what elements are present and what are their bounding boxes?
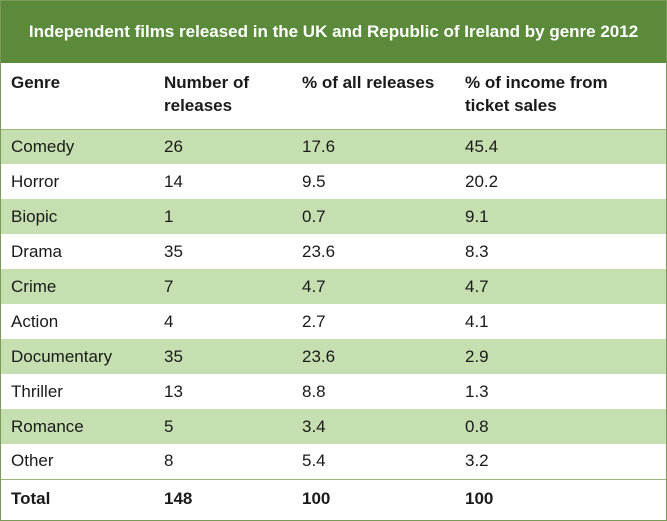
cell-pct-income: 2.9: [465, 346, 489, 366]
cell-pct-income: 1.3: [465, 381, 489, 401]
total-releases: 148: [164, 478, 302, 519]
cell-pct-income: 4.7: [465, 276, 489, 296]
cell-pct-releases: 4.7: [302, 276, 326, 296]
cell-pct-releases: 17.6: [302, 136, 336, 156]
header-row: Genre Number of releases % of all releas…: [1, 63, 666, 130]
cell-pct-income: 20.2: [465, 171, 499, 191]
table-row: Thriller 13 8.8 1.3: [1, 374, 666, 409]
cell-pct-releases: 0.7: [302, 206, 326, 226]
cell-releases: 13: [164, 381, 183, 401]
cell-genre: Documentary: [11, 346, 113, 366]
cell-genre: Drama: [11, 241, 63, 261]
cell-releases: 35: [164, 241, 183, 261]
table-row: Biopic 1 0.7 9.1: [1, 199, 666, 234]
header-pct-income: % of income from ticket sales: [465, 63, 666, 130]
cell-releases: 5: [164, 416, 174, 436]
table-row: Crime 7 4.7 4.7: [1, 269, 666, 304]
header-pct-income-line2: ticket sales: [465, 96, 557, 115]
cell-pct-income: 8.3: [465, 241, 489, 261]
cell-releases: 7: [164, 276, 174, 296]
cell-releases: 8: [164, 451, 174, 471]
cell-pct-releases: 9.5: [302, 171, 326, 191]
total-pct-releases: 100: [302, 478, 465, 519]
cell-pct-income: 9.1: [465, 206, 489, 226]
cell-releases: 4: [164, 311, 174, 331]
header-pct-releases: % of all releases: [302, 63, 465, 130]
table-row: Drama 35 23.6 8.3: [1, 234, 666, 269]
total-label: Total: [1, 478, 164, 519]
cell-genre: Other: [11, 451, 54, 471]
table-title: Independent films released in the UK and…: [28, 22, 639, 41]
cell-genre: Horror: [11, 171, 60, 191]
cell-pct-income: 0.8: [465, 416, 489, 436]
table-row: Comedy 26 17.6 45.4: [1, 129, 666, 164]
cell-genre: Comedy: [11, 136, 75, 156]
header-pct-income-line1: % of income from: [465, 73, 608, 92]
cell-releases: 26: [164, 136, 183, 156]
cell-pct-income: 3.2: [465, 451, 489, 471]
total-pct-income: 100: [465, 478, 666, 519]
cell-pct-releases: 8.8: [302, 381, 326, 401]
cell-releases: 1: [164, 206, 174, 226]
title-bar: Independent films released in the UK and…: [1, 1, 666, 63]
table-row: Documentary 35 23.6 2.9: [1, 339, 666, 374]
cell-genre: Biopic: [11, 206, 58, 226]
cell-genre: Action: [11, 311, 59, 331]
header-releases: Number of releases: [164, 63, 302, 130]
header-genre: Genre: [1, 63, 164, 130]
cell-pct-income: 45.4: [465, 136, 499, 156]
cell-pct-releases: 23.6: [302, 241, 336, 261]
table-row: Other 8 5.4 3.2: [1, 444, 666, 479]
genre-table: Genre Number of releases % of all releas…: [1, 63, 666, 519]
total-row: Total 148 100 100: [1, 478, 666, 519]
cell-releases: 35: [164, 346, 183, 366]
cell-pct-releases: 5.4: [302, 451, 326, 471]
table-row: Romance 5 3.4 0.8: [1, 409, 666, 444]
cell-pct-releases: 23.6: [302, 346, 336, 366]
cell-pct-income: 4.1: [465, 311, 489, 331]
table-row: Horror 14 9.5 20.2: [1, 164, 666, 199]
cell-pct-releases: 2.7: [302, 311, 326, 331]
cell-genre: Thriller: [11, 381, 63, 401]
cell-pct-releases: 3.4: [302, 416, 326, 436]
table-row: Action 4 2.7 4.1: [1, 304, 666, 339]
header-releases-line1: Number of: [164, 73, 249, 92]
cell-genre: Romance: [11, 416, 84, 436]
cell-releases: 14: [164, 171, 183, 191]
header-releases-line2: releases: [164, 96, 233, 115]
cell-genre: Crime: [11, 276, 57, 296]
